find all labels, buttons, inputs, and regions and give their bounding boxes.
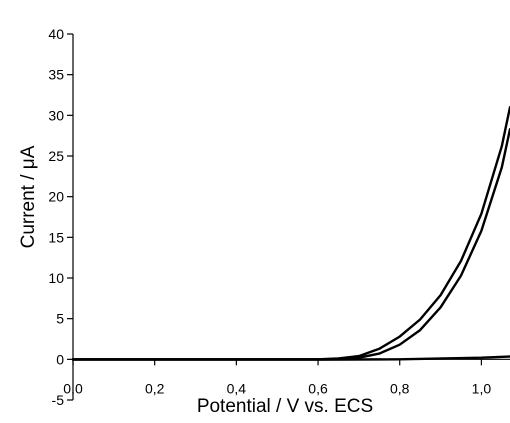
series-line-3 — [71, 355, 510, 361]
y-tick-label: 20 — [48, 189, 64, 205]
y-axis-ticks: -5 0 5 10 15 20 25 30 35 40 — [48, 26, 73, 408]
series-line-2 — [71, 127, 510, 361]
x-tick-label: 0,8 — [390, 380, 410, 396]
plot-area — [71, 106, 510, 361]
y-tick-label: 25 — [48, 148, 64, 164]
y-axis-title: Current / μA — [18, 145, 39, 248]
y-tick-label: 35 — [48, 67, 64, 83]
x-tick-label: 0,6 — [308, 380, 328, 396]
y-tick-label: 30 — [48, 107, 64, 123]
x-axis-title: Potential / V vs. ECS — [197, 396, 373, 417]
x-tick-label: 0,4 — [227, 380, 247, 396]
y-tick-label: 0 — [56, 351, 64, 367]
y-tick-label: 10 — [48, 270, 64, 286]
series-line-1 — [71, 106, 510, 361]
y-tick-label: -5 — [52, 392, 65, 408]
x-tick-label: 0,2 — [145, 380, 165, 396]
x-axis-ticks: 0,0 0,2 0,4 0,6 0,8 1,0 — [63, 359, 491, 396]
y-tick-label: 5 — [56, 311, 64, 327]
x-tick-label: 1,0 — [472, 380, 492, 396]
y-tick-label: 15 — [48, 229, 64, 245]
y-tick-label: 40 — [48, 26, 64, 42]
